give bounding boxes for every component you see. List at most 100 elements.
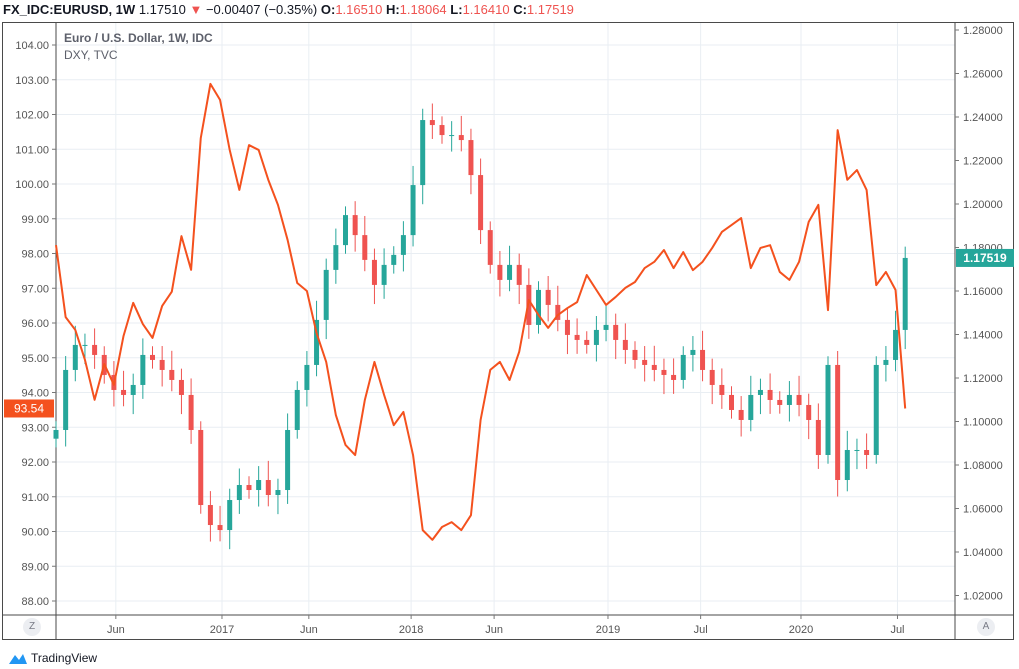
candle-body: [613, 324, 619, 340]
right-axis-label: 1.12000: [963, 373, 1003, 385]
right-axis-label: 1.24000: [963, 112, 1003, 124]
candle: [140, 338, 146, 399]
time-axis-label: Jun: [485, 624, 503, 636]
candle: [343, 206, 348, 254]
candle-body: [198, 429, 204, 506]
candle: [478, 158, 484, 245]
candle-body: [767, 389, 773, 400]
candle-body: [130, 384, 136, 395]
candle: [835, 351, 841, 497]
right-axis-label: 1.10000: [963, 417, 1003, 429]
candle: [314, 300, 320, 377]
close-value: 1.17519: [526, 2, 574, 17]
candle: [748, 375, 754, 432]
candle-body: [680, 354, 686, 380]
candle: [844, 430, 850, 492]
candle-body: [439, 125, 445, 136]
candle-body: [593, 329, 599, 345]
candle: [246, 476, 252, 499]
scale-z-button[interactable]: Z: [23, 618, 41, 636]
candle: [806, 393, 812, 440]
candle-body: [294, 389, 300, 430]
candle-body: [603, 324, 609, 330]
candle-body: [632, 349, 638, 360]
low-value: 1.16410: [462, 2, 510, 17]
candle: [304, 351, 310, 407]
candle: [796, 375, 802, 417]
time-axis-label: 2019: [596, 624, 620, 636]
candle: [593, 316, 599, 362]
candle: [584, 331, 590, 354]
candle-body: [236, 485, 242, 501]
candle-body: [584, 339, 590, 345]
right-axis-label: 1.14000: [963, 330, 1003, 342]
candle-body: [478, 175, 484, 231]
time-axis-label: 2017: [210, 624, 234, 636]
left-axis-label: 103.00: [15, 75, 49, 87]
candle-body: [748, 394, 754, 420]
candle-body: [391, 254, 397, 265]
candle: [285, 413, 291, 504]
auto-scale-button[interactable]: A: [977, 618, 995, 636]
candle: [661, 358, 667, 395]
candle-body: [400, 235, 406, 255]
dxy-last-value: 93.54: [14, 401, 44, 415]
tradingview-logo[interactable]: TradingView: [8, 651, 97, 665]
candle-body: [719, 384, 725, 395]
candle: [767, 373, 773, 414]
right-axis-label: 1.20000: [963, 199, 1003, 211]
candle-body: [362, 235, 368, 260]
candle: [622, 323, 628, 364]
candle: [352, 201, 358, 252]
chart-legend: Euro / U.S. Dollar, 1W, IDC DXY, TVC: [64, 30, 213, 64]
candle-body: [796, 394, 802, 405]
candle: [391, 246, 397, 274]
candle-body: [777, 399, 783, 405]
candle: [169, 350, 175, 392]
left-axis-label: 98.00: [21, 249, 49, 261]
candle: [130, 373, 136, 415]
candle: [902, 246, 908, 350]
candle-body: [227, 500, 233, 531]
dxy-last-badge: [4, 399, 54, 418]
candle: [275, 478, 281, 515]
chart-frame: [2, 22, 1014, 640]
candle: [709, 358, 715, 405]
candle-body: [343, 215, 348, 246]
candle-body: [420, 120, 426, 186]
candle-body: [333, 245, 339, 270]
candle: [400, 221, 406, 272]
candle: [487, 221, 493, 274]
candle: [497, 250, 503, 297]
candle-body: [72, 344, 78, 370]
candle: [536, 281, 541, 334]
candle: [757, 378, 763, 415]
candle: [700, 330, 706, 382]
candle-body: [314, 319, 320, 365]
candle-body: [815, 419, 821, 455]
candle: [63, 356, 69, 447]
left-axis-label: 89.00: [21, 561, 49, 573]
right-axis-label: 1.22000: [963, 156, 1003, 168]
last-price: 1.17510: [138, 2, 186, 17]
candle-body: [63, 369, 69, 430]
right-axis-label: 1.02000: [963, 591, 1003, 603]
candle-body: [729, 394, 734, 410]
symbol-header: FX_IDC:EURUSD, 1W 1.17510 ▼ −0.00407 (−0…: [3, 2, 574, 17]
left-axis-label: 101.00: [15, 144, 49, 156]
candle: [333, 228, 339, 284]
candle-body: [323, 269, 329, 320]
candle: [883, 346, 889, 382]
candle: [815, 403, 821, 469]
candle: [207, 491, 213, 542]
candle-body: [806, 404, 812, 420]
candle-body: [536, 289, 541, 325]
candle: [642, 346, 648, 382]
left-axis-label: 94.00: [21, 388, 49, 400]
candle-body: [825, 364, 831, 455]
candle-body: [121, 389, 127, 395]
right-axis-label: 1.26000: [963, 69, 1003, 81]
candle: [188, 378, 194, 444]
candle-body: [835, 364, 841, 481]
